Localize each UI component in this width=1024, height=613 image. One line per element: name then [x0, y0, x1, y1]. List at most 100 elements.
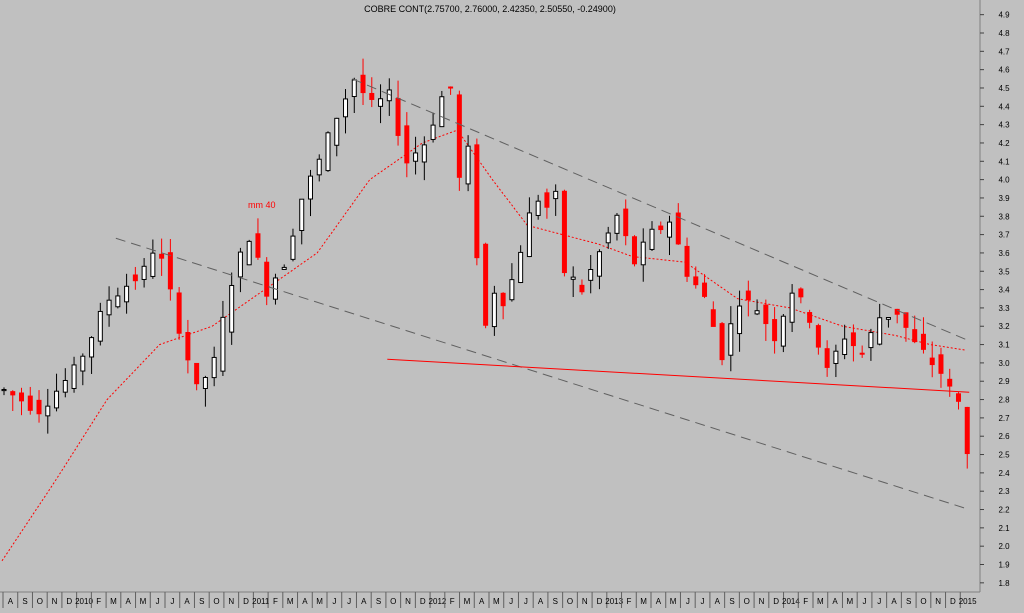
candle-body	[150, 252, 156, 277]
candle	[237, 247, 243, 293]
x-tick-label: O	[37, 597, 43, 606]
x-tick-label: S	[906, 597, 911, 606]
candle-body	[351, 79, 357, 98]
candle	[369, 77, 375, 108]
candle-body	[798, 288, 804, 298]
candle	[421, 136, 427, 181]
candle-body	[955, 393, 961, 402]
x-tick-label: D	[420, 597, 426, 606]
candle	[45, 388, 51, 434]
candle-body	[290, 235, 296, 260]
candle-body	[737, 305, 743, 335]
x-tick-label: N	[935, 597, 941, 606]
candle-body	[868, 332, 874, 349]
candle	[316, 154, 322, 182]
x-tick-label: A	[126, 597, 132, 606]
candle-body	[439, 96, 445, 128]
x-tick-label: J	[524, 597, 528, 606]
candle-body	[483, 243, 489, 326]
candle-body	[780, 315, 786, 347]
candle	[10, 390, 16, 411]
candle	[894, 308, 900, 324]
x-tick-label: M	[670, 597, 677, 606]
candle-body	[518, 251, 524, 284]
candle-body	[360, 74, 366, 94]
candle	[404, 112, 410, 178]
candle-body	[80, 355, 86, 372]
x-tick-label: J	[509, 597, 513, 606]
candle-body	[211, 356, 217, 379]
candle	[667, 215, 673, 256]
candle	[27, 386, 33, 415]
x-tick-label: O	[390, 597, 396, 606]
candle-body	[500, 292, 506, 307]
candle	[132, 266, 138, 290]
candle	[920, 317, 926, 354]
candle	[465, 135, 471, 192]
x-tick-label: 2011	[252, 597, 270, 606]
candle	[623, 199, 629, 246]
candle-body	[27, 395, 33, 411]
candle	[246, 239, 252, 266]
candle-body	[658, 225, 664, 231]
candle-body	[623, 208, 629, 237]
y-tick-label: 3.2	[998, 322, 1010, 331]
x-tick-label: N	[228, 597, 234, 606]
candle-body	[885, 316, 891, 320]
candle	[605, 226, 611, 249]
y-tick-label: 4.1	[998, 157, 1010, 166]
candle-body	[702, 282, 708, 297]
candle	[772, 307, 778, 354]
y-tick-label: 4.4	[998, 102, 1010, 111]
x-tick-label: F	[450, 597, 455, 606]
y-tick-label: 2.5	[998, 451, 1010, 460]
candle-body	[255, 233, 261, 258]
y-tick-label: 3.3	[998, 304, 1010, 313]
candle	[640, 228, 646, 282]
support-line	[387, 358, 970, 393]
candle	[807, 309, 813, 329]
x-tick-label: J	[170, 597, 174, 606]
y-tick-label: 3.0	[998, 359, 1010, 368]
x-tick-label: J	[332, 597, 336, 606]
candle	[19, 387, 25, 416]
candle	[947, 368, 953, 397]
y-tick-label: 2.3	[998, 487, 1010, 496]
x-tick-label: M	[316, 597, 323, 606]
moving-average-layer	[1, 129, 966, 562]
candle-body	[605, 232, 611, 244]
candle-body	[141, 265, 147, 280]
x-tick-label: J	[877, 597, 881, 606]
x-tick-label: A	[479, 597, 485, 606]
candle-body	[421, 144, 427, 163]
candle-body	[964, 406, 970, 455]
candle	[89, 336, 95, 374]
candle-body	[842, 338, 848, 356]
candle	[167, 239, 173, 301]
candle	[868, 328, 874, 361]
candle-body	[929, 357, 935, 366]
candle	[789, 284, 795, 333]
candle	[80, 353, 86, 386]
candle	[798, 287, 804, 304]
candle-body	[185, 332, 191, 361]
candle-body	[947, 378, 953, 387]
candle	[71, 356, 77, 393]
x-tick-label: S	[22, 597, 27, 606]
x-tick-label: F	[96, 597, 101, 606]
candle-body	[894, 308, 900, 315]
candle	[325, 131, 331, 172]
candle-body	[229, 284, 235, 333]
candle-body	[124, 285, 130, 303]
candle-body	[491, 292, 497, 328]
x-tick-label: M	[287, 597, 294, 606]
x-tick-label: A	[184, 597, 190, 606]
y-tick-label: 4.8	[998, 29, 1010, 38]
candle-body	[719, 323, 725, 361]
y-tick-label: 2.0	[998, 542, 1010, 551]
x-tick-label: F	[273, 597, 278, 606]
candle	[710, 301, 716, 327]
candle-body	[561, 190, 567, 274]
